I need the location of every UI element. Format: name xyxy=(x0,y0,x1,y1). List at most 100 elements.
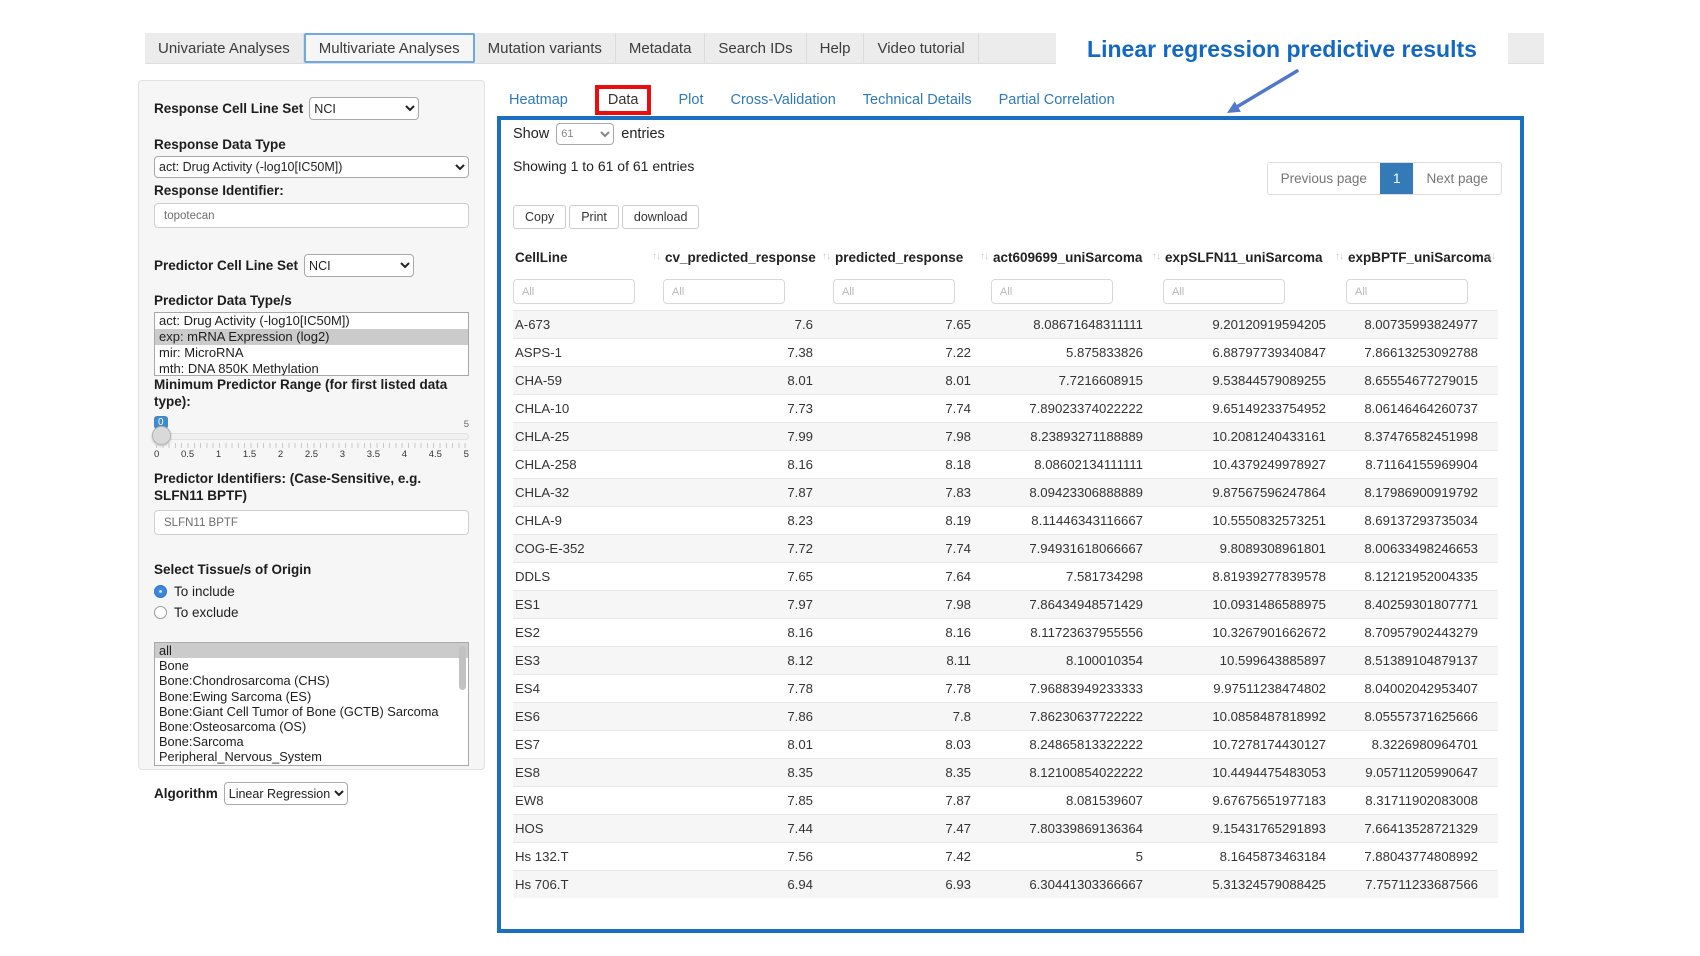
table-row: ES7 8.01 8.03 8.24865813322222 10.7278174430… xyxy=(513,730,1498,759)
table-row: DDLS 7.65 7.64 7.581734298 8.81939277839578 8… xyxy=(513,562,1498,591)
predictor-option-exp-mrna-expression-log2[interactable]: exp: mRNA Expression (log2) xyxy=(155,329,468,345)
filter-input-cellline[interactable] xyxy=(513,279,635,304)
response-data-type-select[interactable]: act: Drug Activity (-log10[IC50M]) xyxy=(154,156,469,178)
filter-input-expbptf-unisarcoma[interactable] xyxy=(1346,279,1468,304)
predictor-cell-line-set-select[interactable]: NCI xyxy=(304,254,415,277)
table-cell: 8.06146464260737 xyxy=(1364,401,1478,416)
table-cell: 9.05711205990647 xyxy=(1365,765,1478,780)
table-row: CHLA-258 8.16 8.18 8.08602134111111 10.43792… xyxy=(513,450,1498,479)
filter-input-expslfn11-unisarcoma[interactable] xyxy=(1163,279,1285,304)
radio-icon xyxy=(154,585,167,598)
table-cell: 7.73 xyxy=(787,401,813,416)
table-cell: 10.0931486588975 xyxy=(1212,597,1326,612)
table-cell: 9.67675651977183 xyxy=(1212,793,1326,808)
table-row: HOS 7.44 7.47 7.80339869136364 9.15431765291… xyxy=(513,814,1498,843)
table-cell: 7.80339869136364 xyxy=(1029,821,1143,836)
table-cell: 8.23893271188889 xyxy=(1030,429,1143,444)
table-cell: 7.83 xyxy=(945,485,971,500)
predictor-option-mth-dna-850k-methylation[interactable]: mth: DNA 850K Methylation xyxy=(159,361,319,376)
predictor-identifiers-input[interactable] xyxy=(154,510,469,535)
table-cell: 8.19 xyxy=(945,513,971,528)
show-entries-select[interactable]: 61 xyxy=(556,123,615,145)
nav-tab-help[interactable]: Help xyxy=(807,33,865,63)
table-cell: 8.23 xyxy=(787,513,813,528)
tissue-list-scrollbar[interactable] xyxy=(459,646,466,690)
table-row: CHLA-10 7.73 7.74 7.89023374022222 9.6514923… xyxy=(513,394,1498,423)
filter-input-act609699-unisarcoma[interactable] xyxy=(991,279,1113,304)
nav-tab-univariate-analyses[interactable]: Univariate Analyses xyxy=(145,33,304,63)
tissue-option-bone-chondrosarcoma-chs[interactable]: Bone:Chondrosarcoma (CHS) xyxy=(159,673,330,689)
tissue-option-peripheral-nervous-system[interactable]: Peripheral_Nervous_System xyxy=(159,749,322,765)
response-identifier-input[interactable] xyxy=(154,203,469,228)
tab-plot[interactable]: Plot xyxy=(678,92,704,108)
table-cell: 9.20120919594205 xyxy=(1212,317,1326,332)
table-cell: 8.100010354 xyxy=(1065,653,1143,668)
next-page-button[interactable]: Next page xyxy=(1426,171,1488,186)
table-cell: 7.98 xyxy=(945,597,971,612)
nav-tab-multivariate-analyses[interactable]: Multivariate Analyses xyxy=(303,33,475,63)
filter-input-cv-predicted-response[interactable] xyxy=(663,279,785,304)
column-header-expslfn11-unisarcoma[interactable]: expSLFN11_uniSarcoma ↑↓ xyxy=(1163,242,1346,273)
filter-input-predicted-response[interactable] xyxy=(833,279,955,304)
table-cell: 8.40259301807771 xyxy=(1364,597,1478,612)
table-cell: 7.86613253092788 xyxy=(1364,345,1478,360)
table-cell: 7.96883949233333 xyxy=(1029,681,1143,696)
table-cell: 8.51389104879137 xyxy=(1364,653,1478,668)
table-cell: 8.69137293735034 xyxy=(1364,513,1478,528)
tab-data[interactable]: Data xyxy=(607,92,639,108)
print-button[interactable]: Print xyxy=(569,205,619,229)
table-cell: 6.88797739340847 xyxy=(1212,345,1326,360)
algorithm-select[interactable]: Linear Regression xyxy=(223,782,348,805)
table-row: COG-E-352 7.72 7.74 7.94931618066667 9.80893… xyxy=(513,534,1498,563)
cell-line-name: CHLA-25 xyxy=(515,429,570,444)
column-header-expbptf-unisarcoma[interactable]: expBPTF_uniSarcoma ↑↓ xyxy=(1346,242,1498,273)
predictor-data-type-list[interactable]: act: Drug Activity (-log10[IC50M]) exp: m… xyxy=(154,312,469,376)
nav-tab-metadata[interactable]: Metadata xyxy=(616,33,706,63)
column-header-act609699-unisarcoma[interactable]: act609699_uniSarcoma ↑↓ xyxy=(991,242,1163,273)
tissue-list[interactable]: all Bone Bone:Chondrosarcoma (CHS) Bone:Ewi… xyxy=(154,642,469,766)
tissue-option-bone-osteosarcoma-os[interactable]: Bone:Osteosarcoma (OS) xyxy=(159,719,307,735)
predictor-option-act-drug-activity-log10-ic50m[interactable]: act: Drug Activity (-log10[IC50M]) xyxy=(159,313,350,328)
table-cell: 7.66413528721329 xyxy=(1364,821,1478,836)
results-table: CellLine ↑↓ cv_predicted_response ↑↓ predict… xyxy=(513,242,1498,898)
tab-cross-validation[interactable]: Cross-Validation xyxy=(730,92,836,108)
response-cell-line-set-select[interactable]: NCI xyxy=(309,97,420,120)
min-predictor-range-slider[interactable]: 0 5 0 0.5 1 1.5 2 2.5 3 3.5 4 4.5 5 xyxy=(152,416,469,466)
tab-partial-correlation[interactable]: Partial Correlation xyxy=(998,92,1115,108)
predictor-option-mir-microrna[interactable]: mir: MicroRNA xyxy=(159,345,244,360)
cell-line-name: DDLS xyxy=(515,569,551,584)
results-data-panel: Show 61 entries Showing 1 to 61 of 61 en… xyxy=(497,116,1524,933)
column-header-label: expBPTF_uniSarcoma xyxy=(1348,250,1492,265)
min-predictor-range-label: Minimum Predictor Range (for first liste… xyxy=(154,377,448,409)
table-cell: 7.7216608915 xyxy=(1058,373,1143,388)
cell-line-name: ES4 xyxy=(515,681,540,696)
nav-tab-search-ids[interactable]: Search IDs xyxy=(705,33,807,63)
tissue-option-bone-ewing-sarcoma-es[interactable]: Bone:Ewing Sarcoma (ES) xyxy=(159,688,312,704)
column-header-label: CellLine xyxy=(515,250,568,265)
column-header-cellline[interactable]: CellLine ↑↓ xyxy=(513,242,663,273)
table-header-row: CellLine ↑↓ cv_predicted_response ↑↓ predict… xyxy=(513,242,1498,273)
tissue-option-bone-giant-cell-tumor-of-bone-gctb-sarcoma[interactable]: Bone:Giant Cell Tumor of Bone (GCTB) Sar… xyxy=(159,703,439,719)
tissue-option-bone[interactable]: Bone xyxy=(159,658,189,674)
predictor-identifiers-label: Predictor Identifiers: (Case-Sensitive, … xyxy=(154,471,422,503)
nav-tab-video-tutorial[interactable]: Video tutorial xyxy=(864,33,979,63)
pagination: Previous page 1 Next page xyxy=(1266,162,1502,195)
column-header-predicted-response[interactable]: predicted_response ↑↓ xyxy=(833,242,991,273)
tissue-option-bone-sarcoma[interactable]: Bone:Sarcoma xyxy=(159,734,244,750)
table-row: ES4 7.78 7.78 7.96883949233333 9.97511238474… xyxy=(513,674,1498,703)
predictor-cell-line-set-label: Predictor Cell Line Set xyxy=(154,258,299,273)
nav-tab-mutation-variants[interactable]: Mutation variants xyxy=(475,33,616,63)
radio-to-include[interactable]: To include xyxy=(154,584,469,599)
column-header-cv-predicted-response[interactable]: cv_predicted_response ↑↓ xyxy=(663,242,833,273)
copy-button[interactable]: Copy xyxy=(513,205,567,229)
radio-to-exclude[interactable]: To exclude xyxy=(154,605,469,620)
table-cell: 7.74 xyxy=(945,401,971,416)
download-button[interactable]: download xyxy=(621,205,700,229)
tab-technical-details[interactable]: Technical Details xyxy=(862,92,972,108)
radio-label: To include xyxy=(174,584,235,599)
tab-heatmap[interactable]: Heatmap xyxy=(509,92,568,108)
previous-page-button[interactable]: Previous page xyxy=(1280,171,1367,186)
tissue-option-all[interactable]: all xyxy=(155,643,468,659)
page-number-button[interactable]: 1 xyxy=(1379,163,1414,194)
slider-track xyxy=(154,433,469,440)
